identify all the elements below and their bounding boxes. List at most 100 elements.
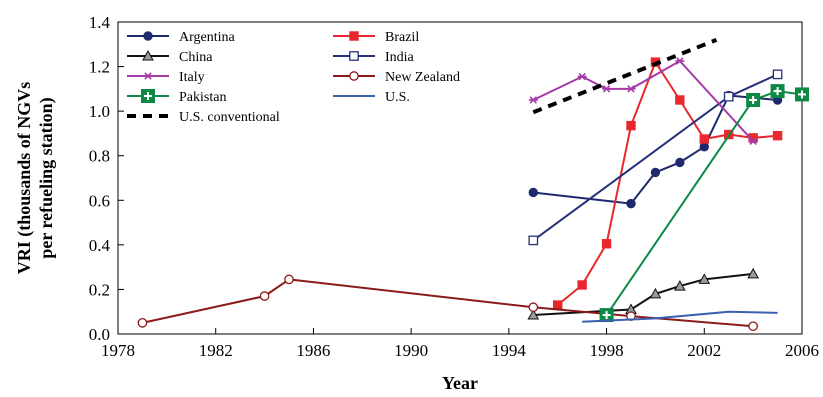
data-point-brazil bbox=[675, 95, 685, 105]
legend-label: Brazil bbox=[385, 30, 419, 45]
x-tick-label: 1998 bbox=[590, 341, 624, 360]
legend-item-italy: Italy bbox=[127, 70, 205, 85]
y-axis-title-line: VRI (thousands of NGVs bbox=[14, 82, 35, 275]
series-line-u-s bbox=[582, 310, 778, 323]
legend-marker bbox=[142, 49, 154, 61]
legend-marker bbox=[349, 51, 359, 61]
data-point-argentina bbox=[650, 167, 661, 178]
legend-item-india: India bbox=[333, 50, 415, 65]
data-point-new-zealand bbox=[259, 291, 270, 301]
axes: 1978 1982 1986 1990 1994 1998 2002 2006 0.0 0.2 0.… bbox=[14, 13, 819, 393]
star-stroke bbox=[749, 137, 757, 145]
x-tick-label: 2002 bbox=[687, 341, 721, 360]
legend: Argentina Brazil China India Italy New Zealan… bbox=[127, 30, 460, 125]
data-point-argentina bbox=[699, 142, 709, 152]
data-point-new-zealand bbox=[748, 321, 758, 332]
series-italy bbox=[528, 57, 758, 145]
y-tick-label: 0.4 bbox=[89, 236, 111, 255]
legend-label: Italy bbox=[179, 70, 205, 85]
legend-item-u-s-conventional: U.S. conventional bbox=[127, 110, 280, 125]
data-point-china bbox=[674, 280, 686, 291]
series-layer bbox=[137, 37, 809, 332]
legend-item-u-s: U.S. bbox=[333, 90, 410, 105]
data-point-brazil bbox=[626, 120, 636, 131]
legend-marker bbox=[143, 72, 153, 80]
data-point-india bbox=[772, 69, 783, 80]
legend-marker bbox=[349, 71, 359, 81]
y-axis-title: VRI (thousands of NGVs per refueling stat… bbox=[14, 82, 57, 275]
data-point-argentina bbox=[626, 198, 636, 209]
series-pakistan bbox=[599, 84, 809, 323]
data-point-argentina bbox=[528, 187, 538, 198]
series-u-s-conventional bbox=[532, 37, 718, 115]
data-point-italy bbox=[748, 137, 758, 145]
series-china bbox=[527, 267, 759, 320]
legend-marker bbox=[143, 31, 153, 41]
data-point-italy bbox=[602, 85, 612, 93]
series-india bbox=[528, 69, 783, 246]
y-axis-title-line: per refueling station) bbox=[36, 97, 57, 258]
plot-frame bbox=[117, 21, 803, 335]
legend-item-china: China bbox=[127, 49, 213, 65]
legend-marker bbox=[349, 31, 359, 41]
data-point-new-zealand bbox=[284, 274, 294, 285]
series-line-u-s-conventional bbox=[532, 37, 718, 115]
legend-item-pakistan: Pakistan bbox=[127, 89, 226, 105]
legend-label: India bbox=[385, 50, 415, 65]
y-tick-label: 0.0 bbox=[89, 325, 110, 344]
star-stroke bbox=[144, 72, 152, 80]
x-axis-title: Year bbox=[442, 373, 478, 393]
star-stroke bbox=[676, 57, 684, 65]
data-point-brazil bbox=[577, 280, 587, 290]
data-point-china bbox=[527, 309, 540, 320]
data-point-china bbox=[649, 287, 662, 299]
star-stroke bbox=[602, 85, 611, 93]
data-point-italy bbox=[626, 85, 636, 93]
x-tick-label: 2006 bbox=[785, 341, 819, 360]
data-point-brazil bbox=[699, 134, 709, 144]
y-tick-label: 0.6 bbox=[89, 191, 110, 210]
x-tick-label: 1986 bbox=[296, 341, 330, 360]
series-line-brazil bbox=[557, 61, 778, 306]
data-point-italy bbox=[528, 96, 538, 104]
data-point-pakistan bbox=[770, 84, 785, 99]
data-point-argentina bbox=[675, 157, 685, 168]
legend-marker bbox=[141, 89, 155, 103]
y-tick-label: 1.2 bbox=[89, 58, 110, 77]
y-tick-label: 1.0 bbox=[89, 102, 110, 121]
y-tick-label: 0.8 bbox=[89, 147, 110, 166]
legend-item-argentina: Argentina bbox=[127, 30, 236, 45]
star-stroke bbox=[627, 85, 635, 93]
legend-label: China bbox=[179, 50, 213, 65]
x-tick-label: 1990 bbox=[394, 341, 428, 360]
legend-label: U.S. bbox=[385, 90, 410, 105]
x-tick-label: 1982 bbox=[199, 341, 233, 360]
x-tick-label: 1978 bbox=[101, 341, 135, 360]
series-line-new-zealand bbox=[142, 278, 754, 328]
data-point-brazil bbox=[553, 300, 563, 310]
data-point-new-zealand bbox=[528, 302, 539, 313]
data-point-italy bbox=[675, 57, 685, 65]
legend-item-brazil: Brazil bbox=[333, 30, 419, 45]
data-point-pakistan bbox=[795, 87, 809, 102]
data-point-india bbox=[528, 235, 539, 246]
series-new-zealand bbox=[137, 274, 758, 332]
data-point-china bbox=[747, 267, 759, 279]
data-point-india bbox=[723, 91, 734, 102]
legend-label: New Zealand bbox=[385, 70, 460, 85]
star-stroke bbox=[529, 96, 538, 104]
legend-item-new-zealand: New Zealand bbox=[333, 70, 460, 85]
x-tick-label: 1994 bbox=[492, 341, 527, 360]
legend-label: Argentina bbox=[179, 30, 236, 45]
data-point-brazil bbox=[772, 130, 783, 141]
legend-label: U.S. conventional bbox=[179, 110, 280, 125]
data-point-brazil bbox=[601, 239, 612, 249]
data-point-pakistan bbox=[746, 93, 761, 107]
data-point-new-zealand bbox=[137, 318, 148, 328]
series-line-italy bbox=[532, 60, 754, 142]
series-line-pakistan bbox=[605, 90, 803, 316]
data-point-china bbox=[698, 273, 711, 284]
data-point-pakistan bbox=[599, 308, 614, 323]
star-stroke bbox=[578, 72, 586, 81]
